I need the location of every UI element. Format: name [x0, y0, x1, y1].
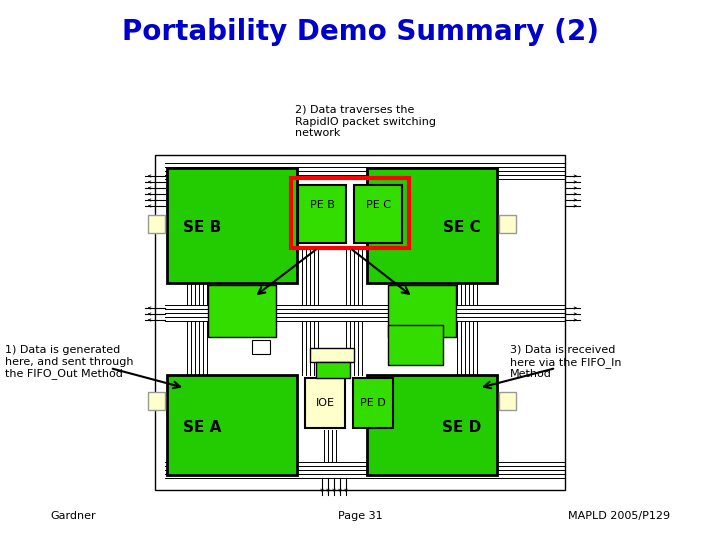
- Bar: [394, 340, 412, 354]
- Text: MAPLD 2005/P129: MAPLD 2005/P129: [568, 511, 670, 521]
- Bar: [499, 215, 516, 233]
- Bar: [316, 362, 350, 378]
- Bar: [388, 325, 443, 365]
- Bar: [310, 348, 354, 362]
- Bar: [167, 168, 297, 283]
- Bar: [353, 378, 393, 428]
- Bar: [148, 392, 165, 410]
- Text: SE A: SE A: [183, 420, 221, 435]
- Text: 2) Data traverses the
RapidIO packet switching
network: 2) Data traverses the RapidIO packet swi…: [295, 105, 436, 138]
- Bar: [354, 185, 402, 243]
- Bar: [367, 168, 497, 283]
- Text: Portability Demo Summary (2): Portability Demo Summary (2): [122, 18, 598, 46]
- Text: IOE: IOE: [315, 398, 335, 408]
- Bar: [367, 375, 497, 475]
- Text: PE C: PE C: [366, 200, 390, 210]
- Text: SE D: SE D: [442, 420, 482, 435]
- Bar: [155, 155, 565, 490]
- Text: PE B: PE B: [310, 200, 334, 210]
- Bar: [388, 285, 456, 337]
- Bar: [167, 375, 297, 475]
- Bar: [305, 378, 345, 428]
- Text: SE B: SE B: [183, 220, 221, 235]
- Text: Page 31: Page 31: [338, 511, 382, 521]
- Text: 1) Data is generated
here, and sent through
the FIFO_Out Method: 1) Data is generated here, and sent thro…: [5, 345, 133, 379]
- Bar: [148, 215, 165, 233]
- Text: PE D: PE D: [360, 398, 386, 408]
- Bar: [252, 340, 270, 354]
- Text: Gardner: Gardner: [50, 511, 96, 521]
- Bar: [291, 178, 409, 248]
- Text: 3) Data is received
here via the FIFO_In
Method: 3) Data is received here via the FIFO_In…: [510, 345, 621, 379]
- Text: SE C: SE C: [443, 220, 481, 235]
- Bar: [298, 185, 346, 243]
- Bar: [499, 392, 516, 410]
- Bar: [208, 285, 276, 337]
